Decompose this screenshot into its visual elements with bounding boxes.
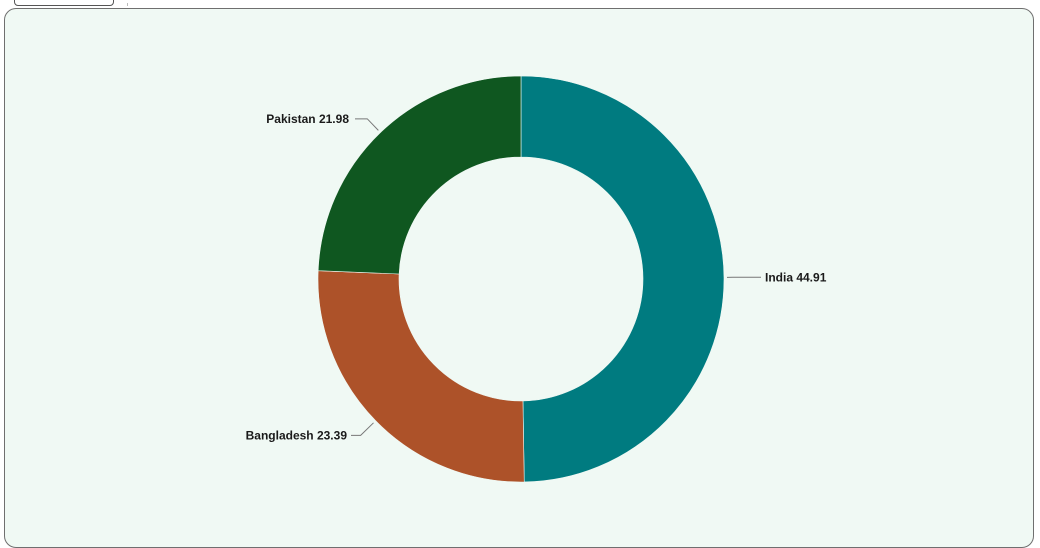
slice-label-bangladesh: Bangladesh 23.39 (246, 428, 348, 442)
slice-label-india: India 44.91 (765, 270, 827, 284)
chart-panel: India 44.91 Bangladesh 23.39 Pakistan 21.9… (4, 8, 1034, 548)
leader-line-pakistan (355, 119, 378, 131)
leader-line-bangladesh (351, 423, 374, 436)
chart-slices (318, 76, 724, 482)
top-tab[interactable] (14, 0, 114, 6)
donut-chart: India 44.91 Bangladesh 23.39 Pakistan 21.9… (5, 9, 1034, 548)
slice-pakistan[interactable] (318, 76, 521, 274)
slice-label-pakistan: Pakistan 21.98 (266, 112, 349, 126)
tab-marker (127, 3, 128, 6)
slice-india[interactable] (521, 76, 724, 482)
slice-bangladesh[interactable] (318, 271, 524, 482)
